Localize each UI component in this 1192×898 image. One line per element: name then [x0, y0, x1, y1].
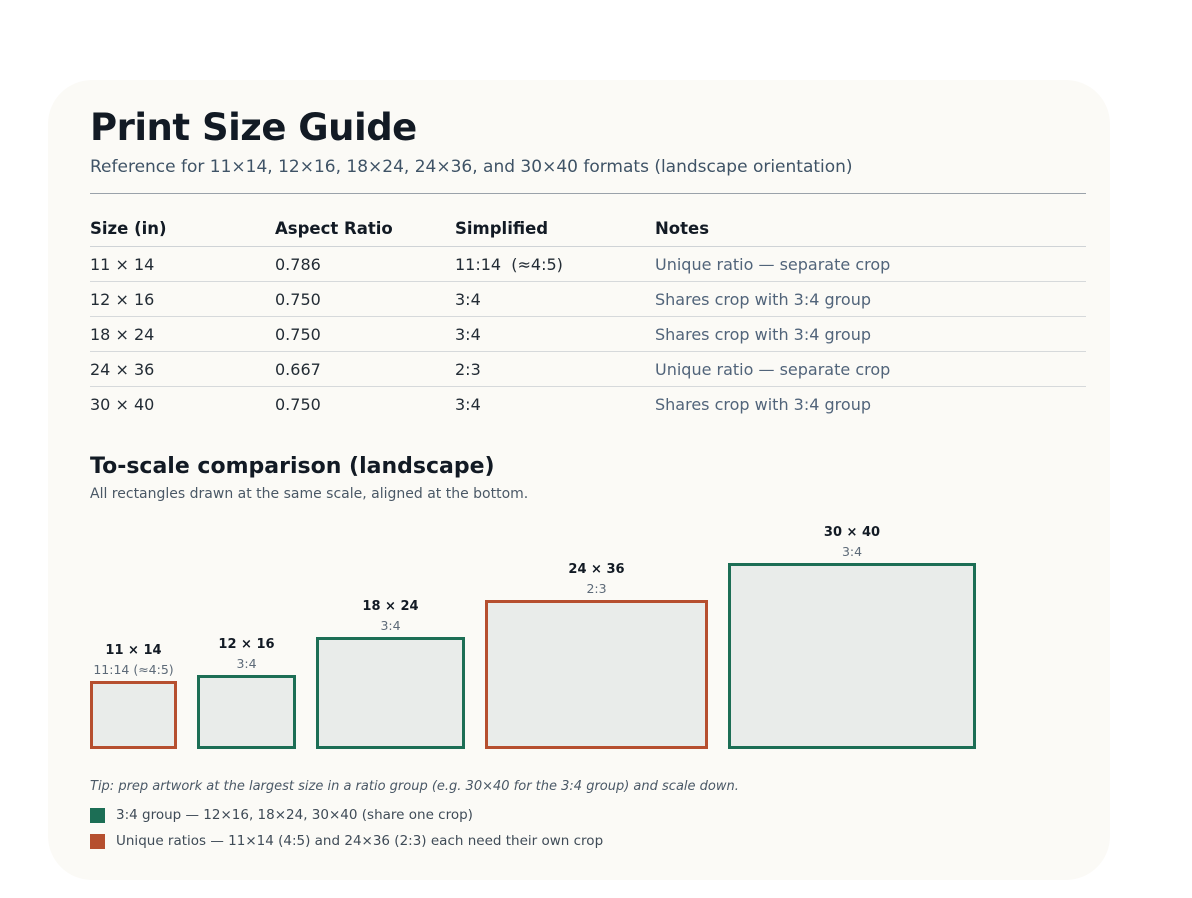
table-header-row: Size (in) Aspect Ratio Simplified Notes	[90, 210, 1086, 247]
size-rect-ratio: 3:4	[841, 544, 863, 559]
legend-swatch-group	[90, 808, 105, 823]
cell-notes: Unique ratio — separate crop	[655, 351, 1086, 387]
size-rect-label: 12 × 16	[218, 637, 275, 652]
cell-size: 12 × 16	[90, 281, 275, 317]
page-title: Print Size Guide	[90, 106, 417, 149]
table-row: 11 × 14 0.786 11:14 (≈4:5) Unique ratio …	[90, 246, 1086, 282]
column-header-notes: Notes	[655, 210, 1086, 247]
size-rect-label: 24 × 36	[568, 562, 625, 577]
cell-simplified: 2:3	[455, 351, 655, 387]
size-rect-1824	[316, 637, 465, 749]
cell-ratio: 0.750	[275, 316, 455, 352]
cell-notes: Shares crop with 3:4 group	[655, 281, 1086, 317]
size-rect-label: 30 × 40	[823, 525, 881, 540]
size-rect-1216	[197, 675, 296, 749]
size-rect-ratio: 2:3	[586, 581, 607, 596]
size-rect-label: 18 × 24	[362, 599, 419, 614]
comparison-subtitle: All rectangles drawn at the same scale, …	[90, 486, 529, 502]
column-header-aspect-ratio: Aspect Ratio	[275, 210, 455, 247]
column-header-simplified: Simplified	[455, 210, 655, 247]
legend-label-group: 3:4 group — 12×16, 18×24, 30×40 (share o…	[116, 807, 473, 823]
size-rect-ratio: 3:4	[236, 656, 257, 671]
table-row: 30 × 40 0.750 3:4 Shares crop with 3:4 g…	[90, 387, 1086, 422]
cell-simplified: 3:4	[455, 394, 481, 414]
size-rect-1114	[90, 681, 177, 749]
cell-simplified: 3:4	[455, 281, 655, 317]
guide-card	[48, 80, 1110, 880]
cell-simplified: 11:14 (≈4:5)	[455, 246, 655, 282]
size-rect-3040	[728, 563, 976, 749]
column-header-size: Size (in)	[90, 210, 275, 247]
cell-simplified: 3:4	[455, 316, 655, 352]
cell-notes: Shares crop with 3:4 group	[655, 394, 871, 414]
legend-swatch-unique	[90, 834, 105, 849]
cell-size: 30 × 40	[90, 394, 155, 414]
cell-size: 24 × 36	[90, 351, 275, 387]
size-rect-label: 11 × 14	[105, 643, 162, 658]
table-row: 12 × 16 0.750 3:4 Shares crop with 3:4 g…	[90, 281, 1086, 317]
page-subtitle: Reference for 11×14, 12×16, 18×24, 24×36…	[90, 157, 853, 177]
cell-notes: Unique ratio — separate crop	[655, 246, 1086, 282]
cell-size: 18 × 24	[90, 316, 275, 352]
cell-size: 11 × 14	[90, 246, 275, 282]
divider	[90, 193, 1086, 194]
cell-notes: Shares crop with 3:4 group	[655, 316, 1086, 352]
cell-ratio: 0.786	[275, 246, 455, 282]
cell-ratio: 0.750	[275, 281, 455, 317]
legend-label-unique: Unique ratios — 11×14 (4:5) and 24×36 (2…	[116, 833, 604, 849]
cell-ratio: 0.750	[275, 394, 321, 414]
comparison-title: To-scale comparison (landscape)	[90, 454, 495, 479]
tip-text: Tip: prep artwork at the largest size in…	[90, 779, 739, 794]
table-row: 24 × 36 0.667 2:3 Unique ratio — separat…	[90, 351, 1086, 387]
size-rect-2436	[485, 600, 708, 749]
cell-ratio: 0.667	[275, 351, 455, 387]
size-rect-ratio: 3:4	[380, 618, 401, 633]
size-rect-ratio: 11:14 (≈4:5)	[93, 662, 174, 677]
table-row: 18 × 24 0.750 3:4 Shares crop with 3:4 g…	[90, 316, 1086, 352]
size-table: Size (in) Aspect Ratio Simplified Notes …	[90, 210, 1086, 421]
